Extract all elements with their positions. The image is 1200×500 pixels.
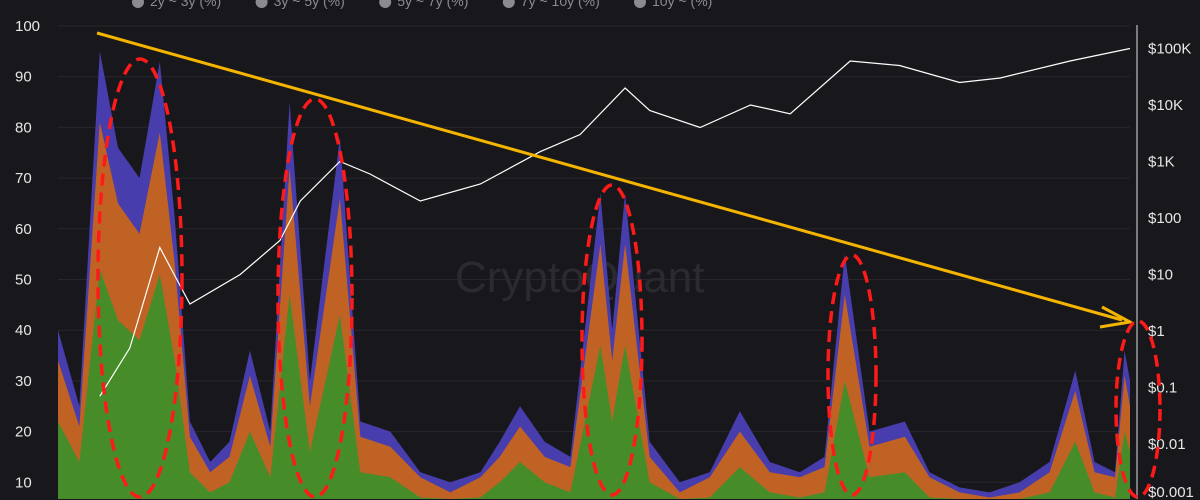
highlight-ellipse: [96, 57, 184, 499]
area-series-0: [58, 269, 1130, 499]
trend-arrow: [96, 31, 1123, 322]
watermark: CryptoQuant: [455, 253, 704, 302]
legend-marker: [255, 0, 268, 8]
left-axis-tick: 60: [15, 221, 32, 238]
legend-marker: [502, 0, 515, 8]
right-axis-tick: $10K: [1148, 97, 1183, 114]
legend-entry: 10y ~ (%): [652, 0, 712, 9]
highlight-ellipse: [580, 183, 644, 497]
left-axis-tick: 50: [15, 272, 32, 289]
right-axis-tick: $10: [1148, 267, 1173, 284]
right-axis-tick: $100: [1148, 210, 1181, 227]
highlight-ellipse: [276, 97, 354, 499]
legend-entry: 7y ~ 10y (%): [521, 0, 600, 9]
left-axis-tick: 70: [15, 170, 32, 187]
highlight-ellipse: [826, 253, 878, 497]
price-line: [99, 47, 1131, 397]
legend-entry: 2y ~ 3y (%): [150, 0, 221, 9]
right-axis-tick: $100K: [1148, 41, 1191, 58]
left-axis-tick: 80: [15, 119, 32, 136]
legend-marker: [132, 0, 144, 8]
legend-marker: [379, 0, 392, 8]
legend-marker: [634, 0, 646, 8]
right-axis-tick: $1: [1148, 323, 1165, 340]
right-axis-tick: $0.01: [1148, 436, 1186, 453]
right-axis-tick: $0.1: [1148, 380, 1177, 397]
left-axis-tick: 10: [15, 474, 32, 491]
left-axis-tick: 30: [15, 373, 32, 390]
left-axis-tick: 90: [15, 69, 32, 86]
legend-entry: 5y ~ 7y (%): [397, 0, 468, 9]
right-axis-tick: $0.001: [1148, 484, 1194, 500]
right-axis-tick: $1K: [1148, 154, 1175, 171]
legend-entry: 3y ~ 5y (%): [274, 0, 345, 9]
left-axis-tick: 40: [15, 322, 32, 339]
highlight-ellipse: [1114, 319, 1162, 499]
trend-arrowhead: [1099, 305, 1135, 329]
left-axis-tick: 20: [15, 424, 32, 441]
left-axis-tick: 100: [15, 18, 40, 35]
